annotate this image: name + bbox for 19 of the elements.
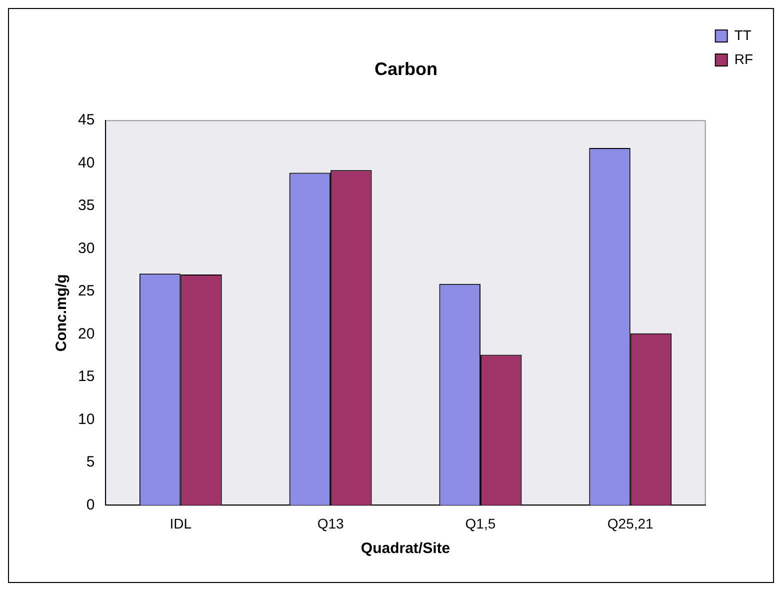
y-tick-label: 30 (78, 240, 95, 257)
legend-label: RF (734, 50, 754, 67)
y-axis-title: Conc.mg/g (53, 274, 70, 352)
y-tick-label: 35 (78, 197, 95, 214)
legend-label: TT (734, 26, 752, 43)
y-tick-label: 20 (78, 325, 95, 342)
y-tick-label: 0 (86, 496, 95, 514)
x-axis-title: Quadrat/Site (360, 540, 450, 558)
chart-title: Carbon (374, 58, 438, 79)
y-tick-label: 45 (78, 112, 95, 129)
x-tick-label: Q13 (317, 515, 344, 532)
y-tick-label: 40 (78, 154, 95, 172)
x-tick-label: Q1,5 (465, 515, 496, 532)
y-tick-label: 15 (78, 368, 95, 386)
x-tick-label: Q25,21 (607, 515, 654, 532)
y-tick-label: 25 (78, 282, 95, 300)
y-tick-label: 5 (86, 454, 95, 471)
y-tick-label: 10 (78, 410, 95, 428)
x-tick-label: IDL (170, 515, 192, 532)
